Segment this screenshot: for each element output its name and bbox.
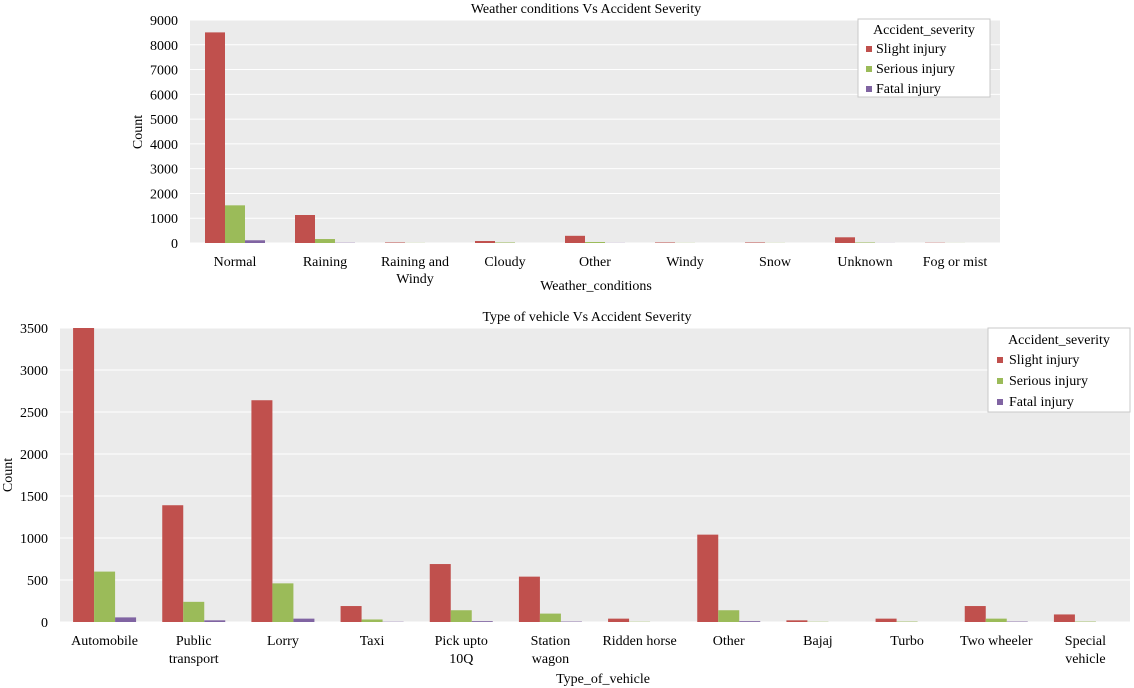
chart2-x-tick-label: Taxi — [360, 634, 385, 649]
chart2-plot-area — [60, 328, 1130, 622]
chart2-legend-swatch — [997, 357, 1003, 363]
chart2-y-tick-label: 2000 — [20, 448, 48, 463]
chart2-legend-label: Slight injury — [1009, 353, 1079, 368]
chart2-bar — [518, 576, 540, 622]
chart1-bar — [835, 237, 855, 243]
chart2-y-tick-label: 3500 — [20, 322, 48, 337]
chart2-x-tick-label: Public transport — [169, 634, 219, 667]
chart2-legend-title: Accident_severity — [1008, 333, 1110, 348]
chart2-y-tick-label: 500 — [27, 574, 48, 589]
chart2-legend-swatch — [997, 399, 1003, 405]
chart1-y-tick-label: 5000 — [150, 113, 178, 128]
chart1-bar — [295, 215, 315, 243]
chart1-y-tick-label: 8000 — [150, 39, 178, 54]
chart1-y-tick-label: 1000 — [150, 212, 178, 227]
chart1-legend-label: Slight injury — [876, 42, 946, 57]
chart2-y-axis-label: Count — [1, 458, 16, 492]
chart1-x-axis-label: Weather_conditions — [540, 279, 652, 294]
chart1-y-tick-label: 9000 — [150, 14, 178, 29]
chart1-legend-label: Serious injury — [876, 62, 955, 77]
chart2-bar — [73, 328, 95, 622]
chart1-x-tick-label: Unknown — [837, 255, 892, 270]
chart2-y-tick-label: 1000 — [20, 532, 48, 547]
chart2-bar — [162, 505, 184, 622]
chart2-bar — [340, 606, 362, 622]
chart1-bar — [565, 235, 585, 243]
chart1-x-tick-label: Normal — [214, 255, 257, 270]
chart1-x-tick-label: Snow — [759, 255, 792, 270]
chart1-y-tick-label: 3000 — [150, 163, 178, 178]
chart2-x-tick-label: Automobile — [71, 634, 138, 649]
chart2-x-tick-label: Other — [713, 634, 745, 649]
chart1-y-tick-label: 7000 — [150, 64, 178, 79]
chart1-y-tick-label: 4000 — [150, 138, 178, 153]
chart2-bar — [204, 620, 226, 622]
chart1-legend-swatch — [866, 66, 872, 72]
chart2-bar — [94, 571, 116, 622]
chart1-y-tick-label: 0 — [171, 237, 178, 252]
chart2-bar — [429, 564, 451, 622]
chart2-bar — [361, 619, 383, 622]
chart2-title: Type of vehicle Vs Accident Severity — [482, 310, 691, 325]
chart2-y-tick-label: 3000 — [20, 364, 48, 379]
chart1-x-tick-label: Fog or mist — [923, 255, 988, 270]
chart2-x-tick-label: Turbo — [890, 634, 924, 649]
chart2-bar — [875, 618, 897, 622]
chart1-bar — [225, 205, 245, 243]
chart1-bar — [205, 32, 225, 244]
chart1-bar — [475, 241, 495, 243]
chart1-x-tick-label: Raining and Windy — [381, 255, 449, 287]
chart1-bar — [245, 240, 265, 243]
chart2-bar — [115, 617, 137, 622]
chart2-bar — [697, 534, 719, 622]
chart1-y-tick-label: 6000 — [150, 88, 178, 103]
chart2-bar — [786, 620, 808, 622]
chart1-legend-swatch — [866, 86, 872, 92]
chart1-legend-title: Accident_severity — [873, 23, 975, 38]
chart2-bar — [293, 618, 315, 622]
chart2-legend-swatch — [997, 378, 1003, 384]
chart2-x-tick-label: Station wagon — [531, 634, 571, 667]
chart2-legend-box — [987, 327, 1131, 413]
chart1-legend-box — [857, 18, 991, 98]
chart2-y-tick-label: 0 — [41, 616, 48, 631]
chart2-legend-label: Serious injury — [1009, 374, 1088, 389]
chart2-bar — [985, 618, 1007, 622]
chart2: 0 500 1000 1500 2000 2500 3000 3500 Automobile Pu… — [20, 322, 1131, 667]
chart2-bar — [450, 610, 472, 622]
chart2-bar — [739, 621, 761, 622]
chart2-x-tick-label: Ridden horse — [602, 634, 676, 649]
chart2-bar — [183, 601, 205, 622]
chart2-bar — [471, 621, 493, 622]
chart2-x-tick-label: Lorry — [267, 634, 299, 649]
chart2-x-tick-label: Two wheeler — [960, 634, 1033, 649]
chart1-x-tick-label: Cloudy — [484, 255, 525, 270]
chart2-legend-label: Fatal injury — [1009, 395, 1074, 410]
chart2-x-axis-label: Type_of_vehicle — [556, 672, 650, 687]
chart2-bar — [608, 618, 630, 622]
chart2-y-tick-label: 1500 — [20, 490, 48, 505]
chart1-bar — [315, 239, 335, 243]
chart2-bar — [539, 613, 561, 622]
chart1-bar — [585, 242, 605, 243]
chart1-legend-label: Fatal injury — [876, 82, 941, 97]
chart2-bar — [251, 400, 273, 622]
chart1-y-tick-label: 2000 — [150, 187, 178, 202]
chart1-legend-swatch — [866, 46, 872, 52]
chart2-bar — [272, 583, 294, 622]
chart1-x-tick-label: Other — [579, 255, 611, 270]
chart2-bar — [1053, 614, 1075, 622]
chart2-bar — [964, 606, 986, 622]
chart2-y-tick-label: 2500 — [20, 406, 48, 421]
chart1-y-axis-label: Count — [131, 115, 146, 149]
chart1-x-tick-label: Windy — [666, 255, 704, 270]
chart2-bar — [718, 610, 740, 622]
chart2-x-tick-label: Special vehicle — [1065, 634, 1106, 667]
chart2-x-tick-label: Pick upto 10Q — [435, 634, 488, 667]
chart2-x-tick-label: Bajaj — [803, 634, 833, 649]
chart1-title: Weather conditions Vs Accident Severity — [471, 2, 701, 17]
chart1: 0 1000 2000 3000 4000 5000 6000 7000 8000 9000 Nor… — [150, 14, 1000, 287]
chart1-x-tick-label: Raining — [303, 255, 347, 270]
